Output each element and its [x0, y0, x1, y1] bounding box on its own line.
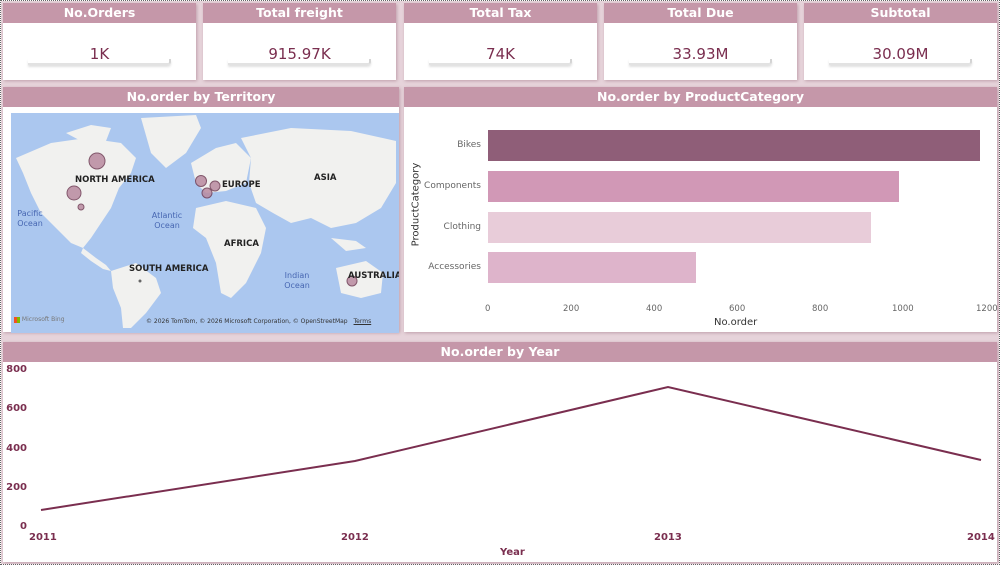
x-tick: 1000 [892, 304, 914, 314]
kpi-card-subtotal[interactable]: Subtotal 30.09M [804, 3, 997, 80]
x-tick: 1200 [976, 304, 998, 314]
kpi-card-freight[interactable]: Total freight 915.97K [203, 3, 396, 80]
kpi-underline [228, 59, 371, 65]
kpi-underline [429, 59, 572, 65]
kpi-title: Total Tax [404, 3, 597, 23]
kpi-card-due[interactable]: Total Due 33.93M [604, 3, 797, 80]
bar-bikes[interactable] [488, 130, 980, 161]
x-tick: 800 [812, 304, 829, 314]
x-tick-2011: 2011 [29, 532, 57, 543]
bar-label-bikes: Bikes [457, 140, 481, 150]
map-label-europe: EUROPE [222, 180, 261, 190]
line-x-axis-title: Year [500, 547, 525, 558]
kpi-title: No.Orders [3, 3, 196, 23]
kpi-value: 30.09M [872, 45, 929, 63]
map-attribution: © 2026 TomTom, © 2026 Microsoft Corporat… [146, 318, 372, 325]
kpi-card-tax[interactable]: Total Tax 74K [404, 3, 597, 80]
bar-chart [488, 130, 980, 283]
map-label-south-america: SOUTH AMERICA [129, 264, 209, 274]
y-tick: 400 [6, 443, 27, 454]
x-tick: 200 [563, 304, 580, 314]
bar-label-accessories: Accessories [428, 262, 481, 272]
map-label-north-america: NORTH AMERICA [75, 175, 155, 185]
kpi-value: 915.97K [268, 45, 331, 63]
map-label-pacific: Pacific Ocean [17, 209, 43, 228]
orders-line[interactable] [40, 385, 982, 511]
bar-clothing[interactable] [488, 212, 871, 243]
bar-x-axis-title: No.order [714, 317, 758, 328]
map-label-africa: AFRICA [224, 239, 259, 249]
year-panel[interactable]: No.order by Year 800 600 400 200 0 2011 … [3, 342, 997, 562]
y-tick: 600 [6, 403, 27, 414]
map-label-asia: ASIA [314, 173, 337, 183]
map-title: No.order by Territory [3, 87, 399, 107]
line-chart-title: No.order by Year [3, 342, 997, 362]
map-label-australia: AUSTRALIA [348, 271, 399, 281]
bar-label-components: Components [424, 181, 481, 191]
bar-components[interactable] [488, 171, 899, 202]
x-tick: 400 [646, 304, 663, 314]
x-tick-2013: 2013 [654, 532, 682, 543]
kpi-underline [629, 59, 772, 65]
kpi-value: 74K [486, 45, 515, 63]
x-tick-2014: 2014 [967, 532, 995, 543]
terms-link[interactable]: Terms [353, 318, 372, 325]
x-tick-2012: 2012 [341, 532, 369, 543]
y-tick: 800 [6, 364, 27, 375]
x-tick: 0 [485, 304, 491, 314]
line-chart [40, 385, 982, 511]
bing-logo: Microsoft Bing [14, 316, 65, 323]
bar-label-clothing: Clothing [443, 222, 481, 232]
kpi-value: 33.93M [672, 45, 729, 63]
microsoft-logo-icon [14, 316, 20, 323]
kpi-title: Subtotal [804, 3, 997, 23]
kpi-card-orders[interactable]: No.Orders 1K [3, 3, 196, 80]
kpi-underline [829, 59, 972, 65]
y-tick: 200 [6, 482, 27, 493]
kpi-title: Total Due [604, 3, 797, 23]
territory-map[interactable]: NORTH AMERICA EUROPE ASIA AFRICA SOUTH A… [11, 113, 399, 333]
map-panel[interactable]: No.order by Territory [3, 87, 399, 333]
kpi-value: 1K [89, 45, 110, 63]
kpi-title: Total freight [203, 3, 396, 23]
map-label-indian: Indian Ocean [284, 271, 310, 290]
product-category-panel[interactable]: No.order by ProductCategory Bikes Compon… [404, 87, 998, 332]
kpi-underline [28, 59, 171, 65]
bar-y-axis-title: ProductCategory [410, 162, 422, 247]
map-label-atlantic: Atlantic Ocean [151, 211, 183, 230]
y-tick: 0 [20, 521, 27, 532]
bar-chart-title: No.order by ProductCategory [404, 87, 997, 107]
x-tick: 600 [729, 304, 746, 314]
bar-accessories[interactable] [488, 252, 696, 283]
world-map-shapes [16, 115, 396, 328]
